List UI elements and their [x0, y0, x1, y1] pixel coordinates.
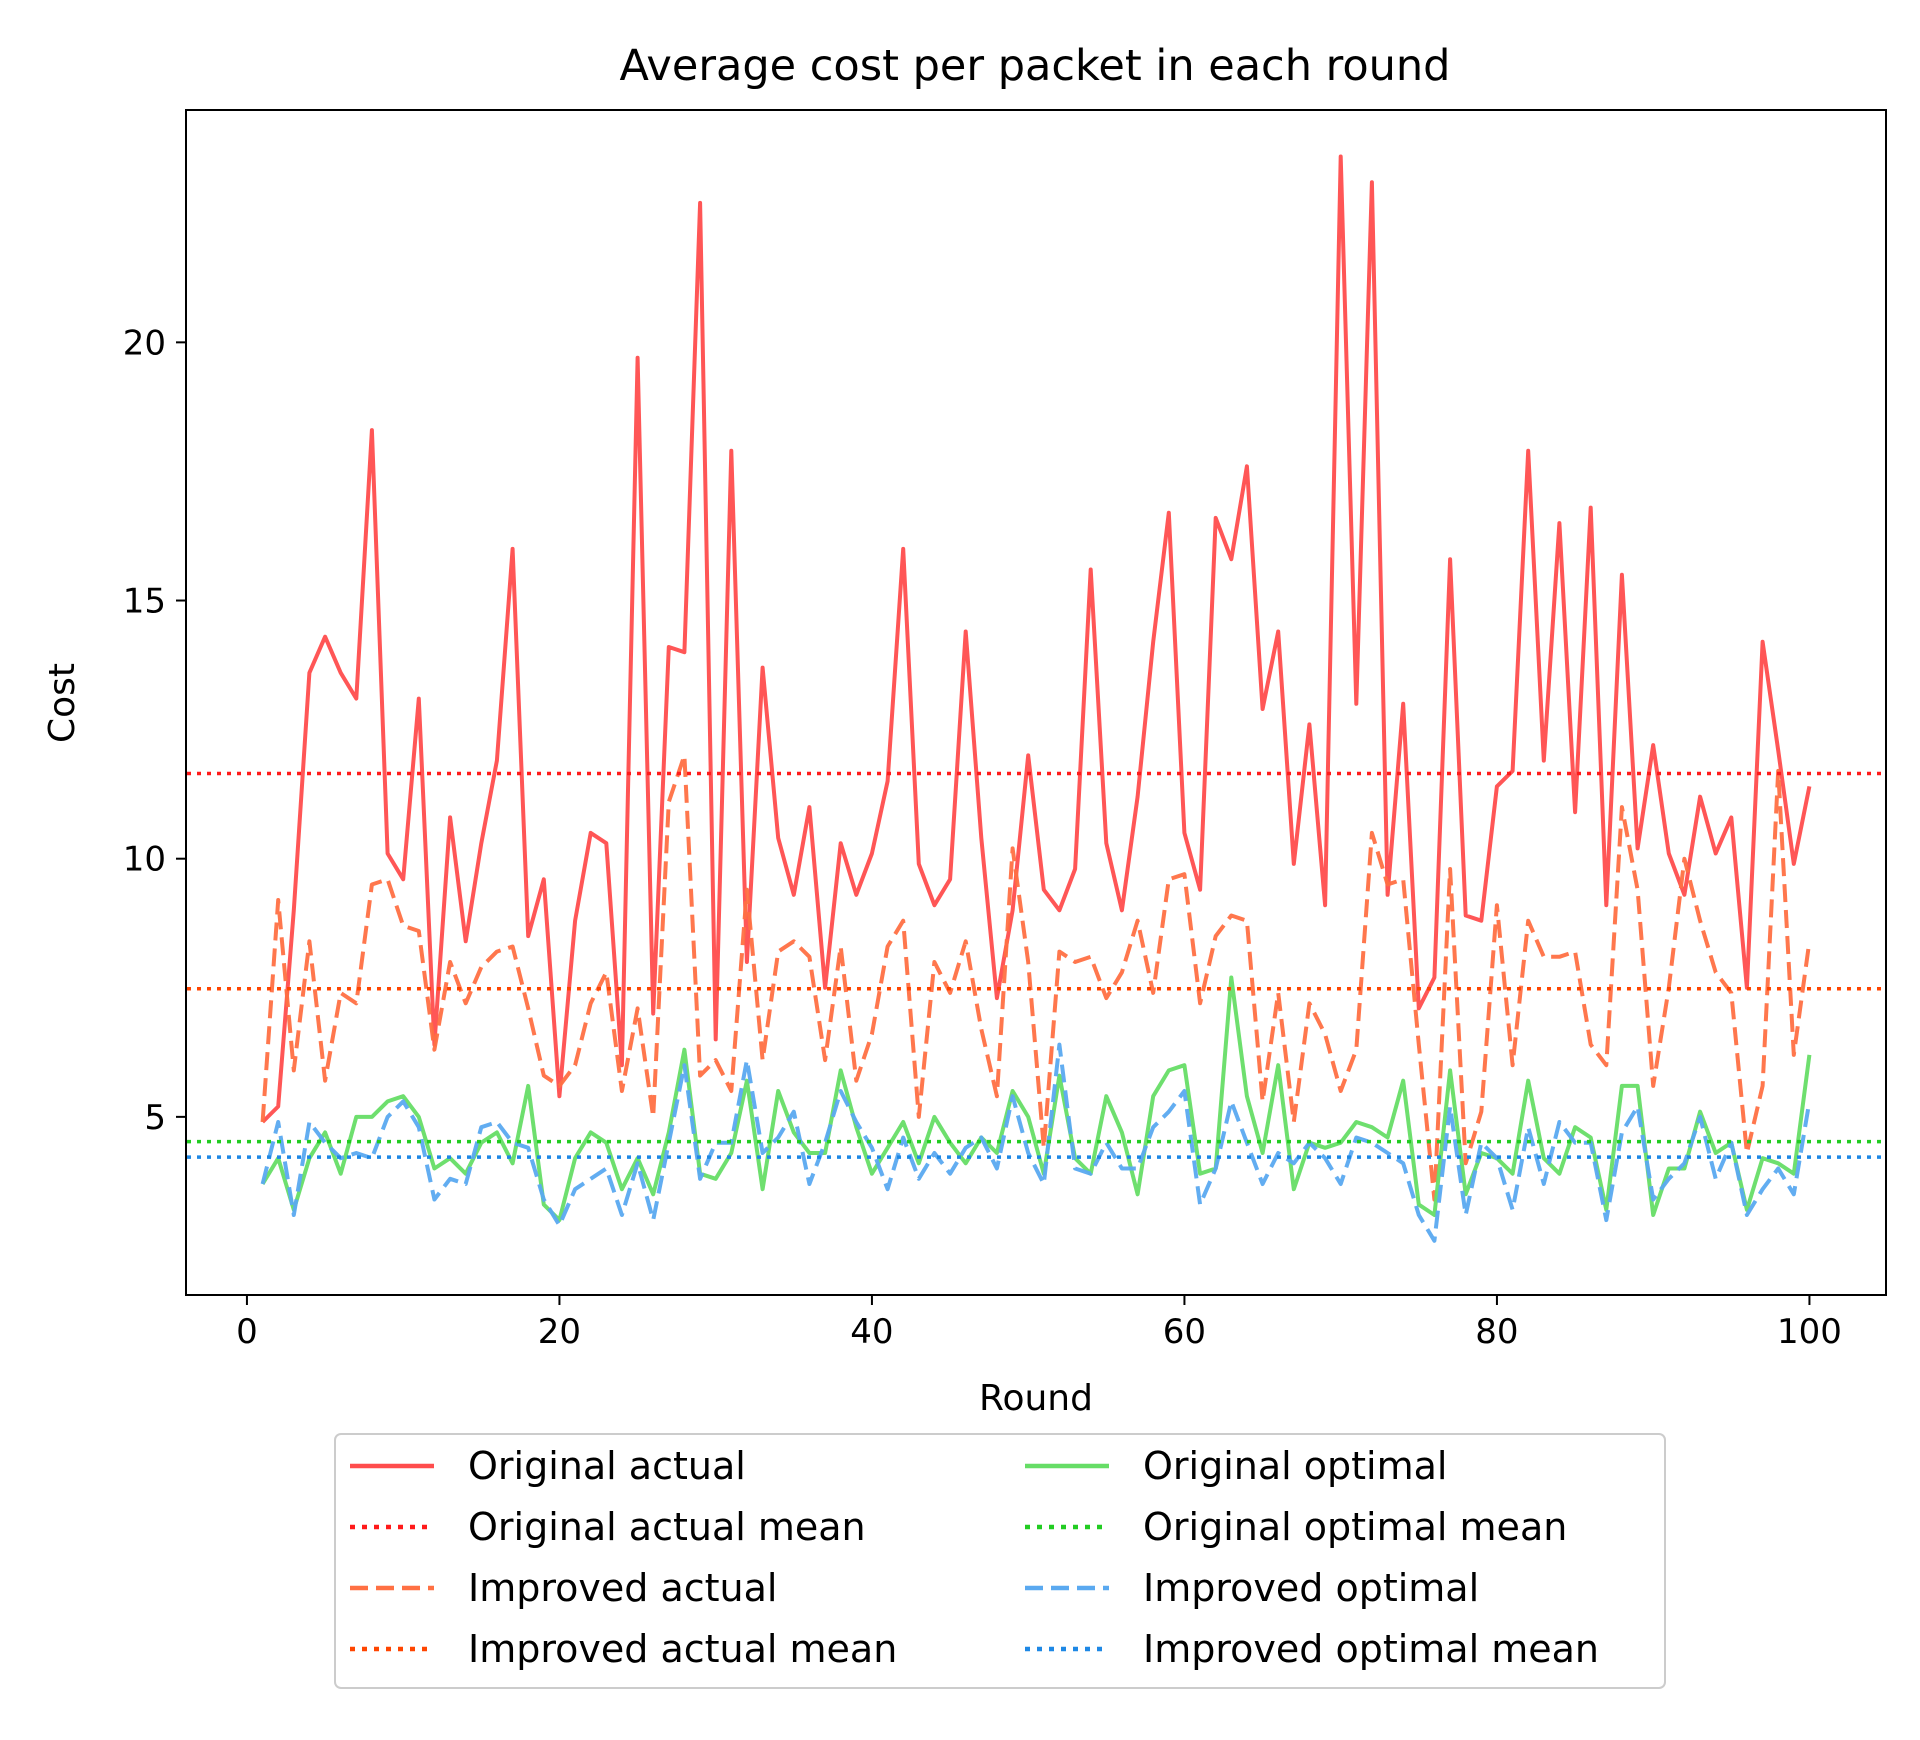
legend-label-improved-actual-mean: Improved actual mean [468, 1627, 897, 1671]
x-tick-label: 60 [1163, 1312, 1206, 1352]
y-tick-label: 5 [144, 1098, 166, 1138]
legend-label-improved-optimal-mean: Improved optimal mean [1143, 1627, 1599, 1671]
y-axis-label: Cost [42, 663, 83, 743]
mean-lines-layer [187, 771, 1885, 1159]
x-tick-label: 20 [538, 1312, 581, 1352]
y-axis-ticks: 5 10 15 20 [123, 323, 186, 1138]
improved-actual-line [260, 753, 1812, 1202]
legend-items: Original actual Original actual mean Impro… [350, 1444, 1599, 1671]
x-tick-label: 0 [236, 1312, 258, 1352]
legend-label-original-optimal-mean: Original optimal mean [1143, 1505, 1567, 1549]
y-tick-label: 20 [123, 323, 166, 363]
original-optimal-line [260, 975, 1812, 1223]
legend-box [334, 1433, 1666, 1689]
legend-label-improved-actual: Improved actual [468, 1566, 777, 1610]
chart-title: Average cost per packet in each round [620, 41, 1451, 91]
y-tick-label: 10 [123, 840, 166, 880]
legend-label-improved-optimal: Improved optimal [1143, 1566, 1479, 1610]
improved-optimal-line [260, 1042, 1812, 1243]
legend-label-original-actual-mean: Original actual mean [468, 1505, 866, 1549]
x-axis-label: Round [979, 1378, 1093, 1419]
x-tick-label: 80 [1475, 1312, 1518, 1352]
plot-frame [185, 109, 1887, 1296]
series-layer [260, 154, 1812, 1243]
legend-label-original-actual: Original actual [468, 1444, 746, 1488]
y-tick-label: 15 [123, 582, 166, 622]
x-axis-ticks: 0 20 40 60 80 100 [236, 1295, 1842, 1352]
original-actual-line [261, 154, 1812, 1124]
legend-label-original-optimal: Original optimal [1143, 1444, 1447, 1488]
x-tick-label: 40 [850, 1312, 893, 1352]
legend: Original actual Original actual mean Impro… [334, 1433, 1666, 1689]
x-tick-label: 100 [1777, 1312, 1842, 1352]
